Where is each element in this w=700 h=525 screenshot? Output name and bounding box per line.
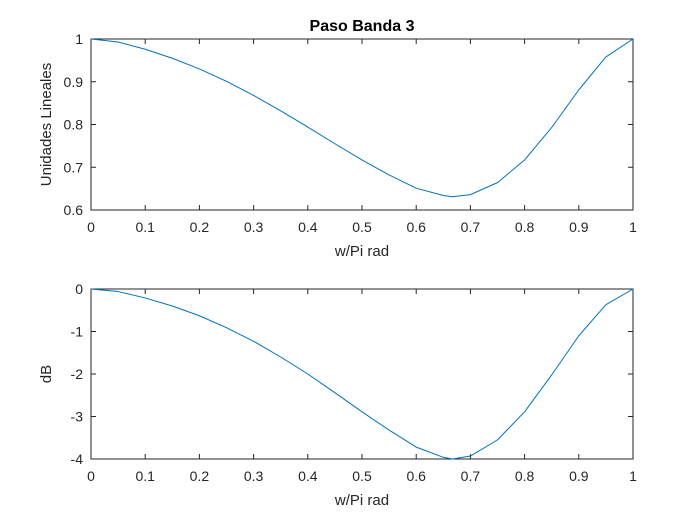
axes-box <box>90 38 634 211</box>
y-tick-label: 0.7 <box>64 159 84 175</box>
x-tick-label: 0.2 <box>190 468 210 484</box>
x-tick-label: 1 <box>629 219 637 235</box>
x-tick-label: 1 <box>629 468 637 484</box>
x-axis-label: w/Pi rad <box>334 492 389 509</box>
x-tick-label: 0.5 <box>352 219 372 235</box>
x-tick-label: 0.8 <box>515 468 535 484</box>
x-tick-label: 0.3 <box>244 219 264 235</box>
y-tick-label: -4 <box>71 451 84 467</box>
x-tick-label: 0.4 <box>298 468 318 484</box>
x-axis-label: w/Pi rad <box>334 243 389 260</box>
subplot-1: 0 0.1 0.2 0.3 0.4 0.5 0.6 0.7 0.8 0.9 1 0.6 0.7 0.8 0.… <box>38 18 637 260</box>
x-tick-label: 0.4 <box>298 219 318 235</box>
y-tick-label: -3 <box>71 409 84 425</box>
y-tick-label: 0 <box>75 281 83 297</box>
plots-container: 0 0.1 0.2 0.3 0.4 0.5 0.6 0.7 0.8 0.9 1 0.6 0.7 0.8 0.… <box>38 18 637 509</box>
chart-title: Paso Banda 3 <box>310 18 415 35</box>
x-tick-label: 0.7 <box>461 468 481 484</box>
x-tick-label: 0 <box>87 219 95 235</box>
x-tick-label: 0 <box>87 468 95 484</box>
x-tick-label: 0.5 <box>352 468 372 484</box>
x-tick-label: 0.3 <box>244 468 264 484</box>
axes-box <box>90 288 634 460</box>
x-tick-label: 0.1 <box>135 468 155 484</box>
subplot-2: 0 0.1 0.2 0.3 0.4 0.5 0.6 0.7 0.8 0.9 1 -4 -3 -2 -1 0 w/… <box>38 281 637 509</box>
x-tick-label: 0.2 <box>190 219 210 235</box>
y-tick-label: 1 <box>75 31 83 47</box>
series-line-1 <box>90 38 634 198</box>
x-tick-label: 0.6 <box>406 219 426 235</box>
y-axis-label: dB <box>38 365 55 383</box>
series-line-1 <box>90 288 634 460</box>
x-tick-label: 0.9 <box>569 468 589 484</box>
x-tick-label: 0.8 <box>515 219 535 235</box>
y-tick-label: 0.9 <box>64 74 84 90</box>
x-tick-label: 0.6 <box>406 468 426 484</box>
x-tick-label: 0.1 <box>135 219 155 235</box>
y-tick-label: -1 <box>71 324 84 340</box>
y-tick-label: 0.8 <box>64 117 84 133</box>
x-tick-label: 0.7 <box>461 219 481 235</box>
y-tick-label: -2 <box>71 366 84 382</box>
x-tick-label: 0.9 <box>569 219 589 235</box>
y-axis-label: Unidades Lineales <box>38 63 55 186</box>
y-tick-label: 0.6 <box>64 202 84 218</box>
